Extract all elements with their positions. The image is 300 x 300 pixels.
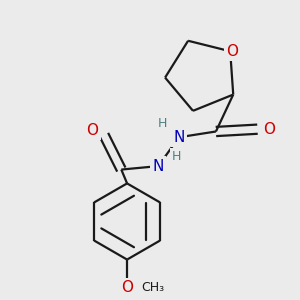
Text: N: N: [173, 130, 185, 145]
Text: N: N: [152, 159, 164, 174]
Text: O: O: [226, 44, 238, 59]
Text: O: O: [86, 123, 98, 138]
Text: CH₃: CH₃: [141, 281, 164, 294]
Text: O: O: [121, 280, 133, 295]
Text: H: H: [158, 117, 167, 130]
Text: O: O: [263, 122, 275, 137]
Text: H: H: [172, 150, 182, 164]
